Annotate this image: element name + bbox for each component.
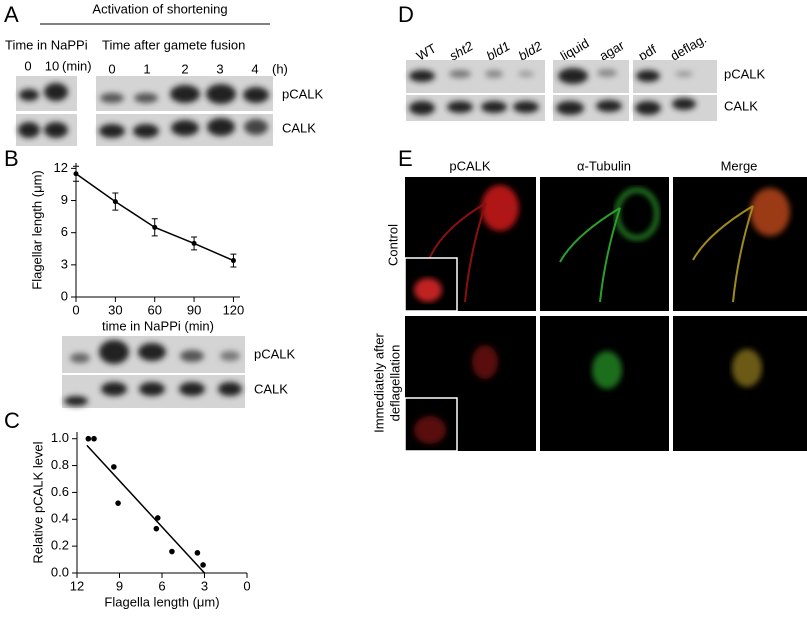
- point: [191, 240, 197, 246]
- heading: Activation of shortening: [92, 1, 227, 16]
- lane-label: 10: [45, 58, 59, 73]
- row-label: deflagellation: [387, 345, 402, 422]
- y-tick-label: 9: [61, 192, 68, 207]
- lane-label: 0: [24, 58, 31, 73]
- y-tick-label: 3: [61, 256, 68, 271]
- point: [111, 464, 117, 470]
- panel-label: D: [398, 2, 414, 27]
- y-axis-label: Relative pCALK level: [30, 441, 45, 563]
- x-tick-label: 6: [158, 578, 165, 593]
- lane-label: sht2: [447, 38, 476, 64]
- column-label: Merge: [721, 158, 758, 173]
- x-tick-label: 120: [223, 302, 245, 317]
- x-tick-label: 12: [70, 578, 84, 593]
- panel-label: E: [398, 146, 413, 171]
- row-label: CALK: [282, 120, 316, 135]
- x-tick-label: 0: [72, 302, 79, 317]
- y-tick-label: 6: [61, 224, 68, 239]
- blot: [16, 76, 273, 146]
- lane-label: 2: [181, 61, 188, 76]
- lane-label: 0: [108, 61, 115, 76]
- lane-label: liquid: [558, 35, 592, 63]
- point: [169, 548, 175, 555]
- y-tick-label: 0.6: [51, 484, 69, 499]
- point: [154, 515, 161, 521]
- micrographs: [404, 177, 807, 452]
- y-tick-label: 0.8: [51, 457, 69, 472]
- y-tick-label: 0.0: [51, 564, 69, 579]
- point: [152, 224, 158, 230]
- x-axis-label: time in NaPPi (min): [102, 318, 214, 333]
- y-tick-label: 0.2: [51, 538, 69, 553]
- point: [115, 500, 121, 506]
- point: [200, 562, 206, 568]
- subtitle: Time in NaPPi: [5, 37, 88, 52]
- lane-label: deflag.: [668, 31, 709, 64]
- lane-label: agar: [597, 37, 628, 63]
- y-axis-label: Flagellar length (μm): [29, 170, 44, 289]
- subtitle: Time after gamete fusion: [102, 37, 245, 52]
- x-axis-label: Flagella length (μm): [104, 594, 219, 609]
- point: [194, 550, 201, 556]
- line: [75, 173, 234, 262]
- x-tick-label: 3: [201, 578, 208, 593]
- lane-label: 4: [251, 61, 258, 76]
- lane-label: 1: [143, 61, 150, 76]
- blot: [406, 60, 717, 121]
- point: [112, 199, 118, 205]
- trendline: [86, 444, 206, 574]
- y-tick-label: 12: [54, 160, 68, 175]
- y-tick-label: 0: [61, 288, 68, 303]
- lane-labels: WT sht2 bld1 bld2 liquid agar pdf deflag…: [414, 31, 709, 64]
- row-label: pCALK: [254, 346, 296, 361]
- lane-label: bld1: [484, 38, 513, 63]
- row-label: Immediately after: [371, 332, 386, 432]
- x-tick-label: 60: [147, 302, 161, 317]
- lane-label: bld2: [516, 38, 545, 64]
- panel-label: C: [4, 408, 20, 433]
- row-label: Control: [385, 224, 400, 266]
- point: [85, 435, 92, 442]
- y-tick-label: 1.0: [51, 430, 69, 445]
- x-tick-label: 9: [116, 578, 123, 593]
- unit: (h): [272, 61, 288, 76]
- blot: [62, 336, 245, 408]
- point: [91, 435, 97, 442]
- row-label: CALK: [724, 98, 758, 113]
- x-tick-label: 0: [243, 578, 250, 593]
- row-label: pCALK: [724, 66, 766, 81]
- panel-label: B: [4, 146, 19, 171]
- point: [153, 525, 160, 532]
- row-label: pCALK: [282, 86, 324, 101]
- x-tick-label: 90: [187, 302, 201, 317]
- row-label: CALK: [254, 381, 288, 396]
- point: [230, 258, 236, 264]
- x-tick-label: 30: [108, 302, 122, 317]
- unit: (min): [62, 58, 92, 73]
- point: [73, 171, 79, 177]
- column-label: α-Tubulin: [577, 158, 631, 173]
- column-label: pCALK: [449, 158, 491, 173]
- lane-label: 3: [216, 61, 223, 76]
- y-tick-label: 0.4: [51, 511, 69, 526]
- panel-label: A: [4, 2, 19, 27]
